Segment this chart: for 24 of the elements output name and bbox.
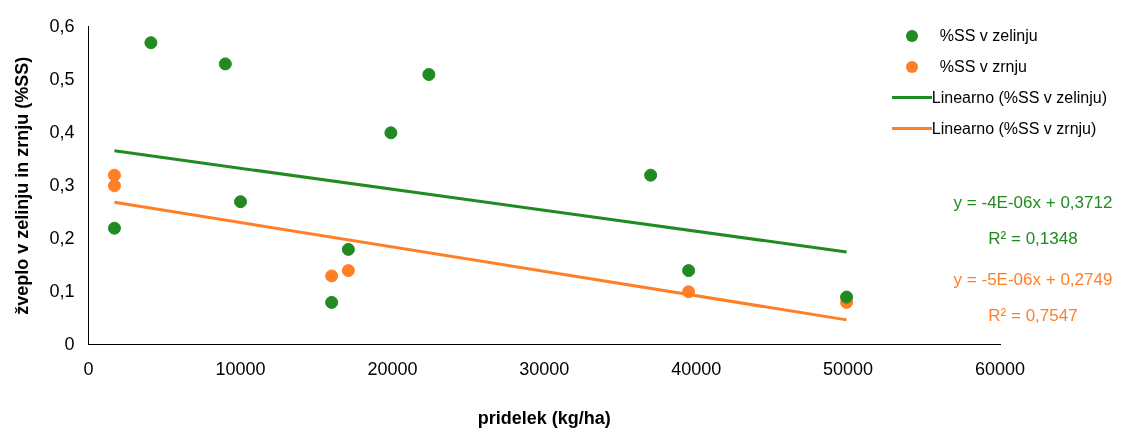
y-tick-label: 0,5 bbox=[49, 68, 75, 89]
x-tick-label: 0 bbox=[83, 358, 94, 379]
legend-label: Linearno (%SS v zrnju) bbox=[931, 119, 1097, 138]
legend-label: %SS v zrnju bbox=[939, 57, 1027, 76]
x-tick-label: 20000 bbox=[367, 358, 418, 379]
annotation: R² = 0,1348 bbox=[988, 229, 1078, 249]
y-tick-label: 0,1 bbox=[49, 280, 75, 301]
x-tick-label: 60000 bbox=[974, 358, 1026, 379]
annotation: y = -4E-06x + 0,3712 bbox=[953, 193, 1113, 213]
x-tick-label: 50000 bbox=[823, 358, 874, 379]
y-tick-label: 0,3 bbox=[49, 174, 75, 195]
y-tick-label: 0,6 bbox=[49, 15, 75, 36]
x-axis-title: pridelek (kg/ha) bbox=[477, 408, 611, 429]
legend-label: Linearno (%SS v zelinju) bbox=[931, 88, 1107, 107]
y-tick-label: 0,4 bbox=[49, 121, 75, 142]
legend-label: %SS v zelinju bbox=[939, 26, 1038, 45]
x-tick-label: 30000 bbox=[519, 358, 570, 379]
annotation: R² = 0,7547 bbox=[988, 306, 1078, 326]
x-tick-label: 10000 bbox=[215, 358, 266, 379]
x-tick-label: 40000 bbox=[671, 358, 722, 379]
y-axis-title: žveplo v zelinju in zrnju (%SS) bbox=[11, 56, 32, 315]
y-tick-label: 0,2 bbox=[49, 227, 75, 248]
y-tick-label: 0 bbox=[64, 333, 75, 354]
annotation: y = -5E-06x + 0,2749 bbox=[953, 270, 1113, 290]
